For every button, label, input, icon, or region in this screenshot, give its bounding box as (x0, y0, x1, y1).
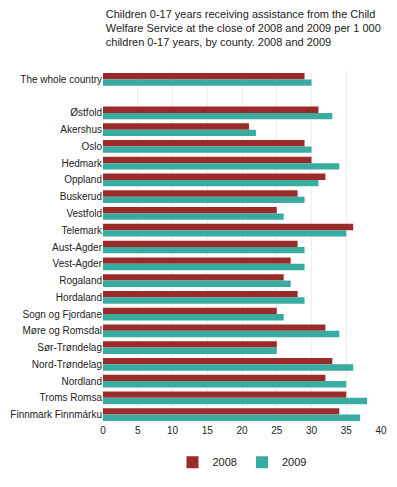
svg-text:Telemark: Telemark (61, 225, 103, 236)
svg-text:Buskerud: Buskerud (60, 191, 102, 202)
svg-text:5: 5 (135, 425, 141, 436)
svg-text:30: 30 (306, 425, 318, 436)
svg-text:Nord-Trøndelag: Nord-Trøndelag (32, 359, 102, 370)
svg-text:Sogn og Fjordane: Sogn og Fjordane (22, 309, 102, 320)
svg-text:Aust-Agder: Aust-Agder (52, 242, 103, 253)
svg-text:Akershus: Akershus (60, 124, 102, 135)
svg-text:Oppland: Oppland (64, 174, 102, 185)
svg-text:Møre og Romsdal: Møre og Romsdal (23, 325, 102, 336)
svg-text:20: 20 (236, 425, 248, 436)
svg-text:2008: 2008 (213, 456, 237, 468)
svg-text:Vest-Agder: Vest-Agder (53, 258, 103, 269)
svg-text:Rogaland: Rogaland (59, 275, 102, 286)
svg-text:0: 0 (100, 425, 106, 436)
svg-text:15: 15 (202, 425, 214, 436)
svg-text:Finnmark Finnmárku: Finnmark Finnmárku (10, 409, 102, 420)
svg-text:The whole country: The whole country (20, 74, 102, 85)
svg-text:2009: 2009 (282, 456, 306, 468)
svg-text:Troms Romsa: Troms Romsa (40, 392, 103, 403)
svg-text:35: 35 (341, 425, 353, 436)
svg-text:Østfold: Østfold (70, 107, 102, 118)
svg-text:Hordaland: Hordaland (56, 292, 102, 303)
svg-text:Children 0-17 years receiving: Children 0-17 years receiving assistance… (106, 8, 381, 49)
svg-text:Vestfold: Vestfold (66, 208, 102, 219)
svg-text:25: 25 (271, 425, 283, 436)
svg-text:Nordland: Nordland (61, 376, 102, 387)
svg-text:Hedmark: Hedmark (61, 158, 103, 169)
svg-text:Sør-Trøndelag: Sør-Trøndelag (37, 342, 102, 353)
svg-text:40: 40 (375, 425, 387, 436)
svg-text:Oslo: Oslo (81, 141, 102, 152)
svg-text:10: 10 (167, 425, 179, 436)
